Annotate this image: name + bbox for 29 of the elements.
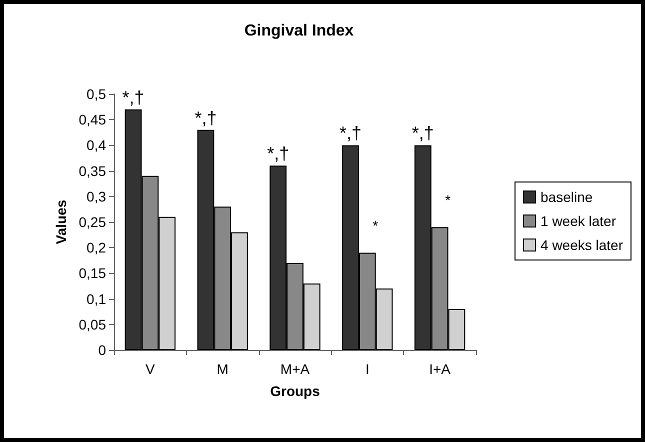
annotation: *: [445, 192, 452, 208]
x-axis-title: Groups: [270, 383, 320, 399]
legend-label: 4 weeks later: [540, 237, 624, 253]
y-tick-label: 0,5: [86, 86, 106, 102]
y-axis-title: Values: [52, 200, 69, 244]
x-tick-label: M: [216, 361, 228, 377]
annotation: *,†: [339, 123, 362, 144]
y-tick-label: 0,1: [86, 290, 106, 307]
chart-title: Gingival Index: [244, 22, 354, 40]
annotation: *,†: [267, 144, 290, 164]
y-tick-label: 0,05: [78, 316, 106, 332]
legend-label: 1 week later: [540, 213, 616, 229]
y-tick-label: 0,3: [86, 188, 106, 204]
x-tick-label: V: [146, 361, 156, 377]
legend-label: baseline: [540, 189, 593, 205]
y-tick-label: 0,15: [78, 265, 106, 282]
x-tick-label: I: [365, 361, 370, 377]
annotation: *,†: [122, 87, 144, 108]
y-tick-label: 0,25: [78, 214, 106, 230]
annotation: *,†: [194, 108, 217, 128]
x-tick-label: M+A: [280, 361, 310, 377]
y-tick-label: 0,45: [78, 112, 106, 128]
annotation: *: [372, 218, 379, 234]
x-tick-label: I+A: [429, 361, 452, 377]
y-tick-label: 0,35: [78, 162, 106, 179]
y-tick-label: 0: [98, 342, 106, 358]
y-tick-label: 0,2: [86, 240, 106, 256]
annotation: *,†: [412, 123, 434, 144]
y-tick-label: 0,4: [86, 137, 106, 154]
